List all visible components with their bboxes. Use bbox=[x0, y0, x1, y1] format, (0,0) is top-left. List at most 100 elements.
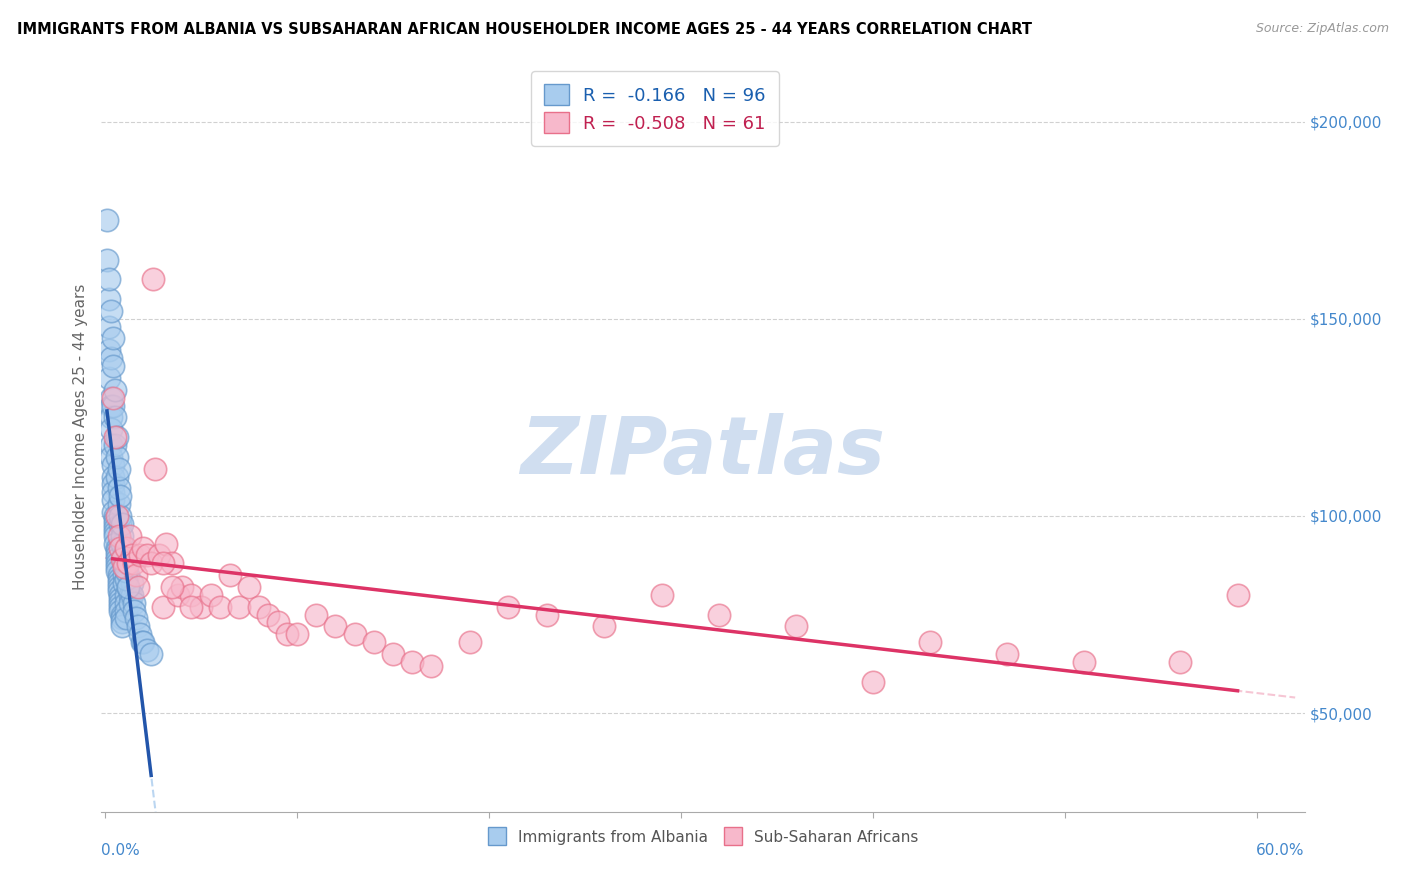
Point bbox=[110, 516, 132, 531]
Point bbox=[105, 560, 128, 574]
Point bbox=[104, 383, 127, 397]
Point bbox=[110, 489, 132, 503]
Point bbox=[115, 604, 138, 618]
Point bbox=[105, 508, 128, 523]
Point bbox=[105, 430, 128, 444]
Point bbox=[131, 635, 153, 649]
Point bbox=[128, 549, 150, 563]
Point bbox=[170, 580, 193, 594]
Point bbox=[115, 572, 138, 586]
Point bbox=[104, 438, 127, 452]
Point bbox=[104, 513, 127, 527]
Point bbox=[200, 588, 222, 602]
Text: Source: ZipAtlas.com: Source: ZipAtlas.com bbox=[1256, 22, 1389, 36]
Point bbox=[117, 568, 139, 582]
Point bbox=[122, 596, 145, 610]
Point bbox=[382, 647, 405, 661]
Point bbox=[121, 576, 143, 591]
Point bbox=[104, 410, 127, 425]
Point bbox=[1073, 655, 1095, 669]
Point bbox=[111, 615, 134, 630]
Point bbox=[285, 627, 308, 641]
Point bbox=[101, 485, 124, 500]
Point bbox=[117, 580, 139, 594]
Point bbox=[107, 576, 129, 591]
Point bbox=[995, 647, 1018, 661]
Point bbox=[111, 607, 134, 622]
Point bbox=[105, 564, 128, 578]
Point bbox=[117, 556, 139, 570]
Point bbox=[101, 493, 124, 508]
Point bbox=[110, 599, 132, 614]
Point bbox=[97, 343, 120, 358]
Point bbox=[155, 536, 177, 550]
Text: ZIPatlas: ZIPatlas bbox=[520, 413, 886, 491]
Point bbox=[115, 541, 138, 555]
Point bbox=[105, 544, 128, 558]
Point bbox=[122, 556, 145, 570]
Point bbox=[115, 588, 138, 602]
Point bbox=[101, 399, 124, 413]
Point bbox=[107, 572, 129, 586]
Point bbox=[121, 588, 143, 602]
Point bbox=[785, 619, 807, 633]
Point bbox=[1168, 655, 1191, 669]
Point bbox=[167, 588, 190, 602]
Point bbox=[100, 438, 122, 452]
Point bbox=[111, 552, 134, 566]
Point bbox=[862, 674, 884, 689]
Text: 60.0%: 60.0% bbox=[1257, 843, 1305, 858]
Point bbox=[117, 556, 139, 570]
Point bbox=[101, 505, 124, 519]
Point bbox=[363, 635, 385, 649]
Point bbox=[142, 272, 165, 286]
Point bbox=[105, 450, 128, 464]
Point bbox=[152, 556, 174, 570]
Point bbox=[101, 477, 124, 491]
Point bbox=[100, 399, 122, 413]
Point bbox=[136, 643, 159, 657]
Point bbox=[118, 529, 141, 543]
Point bbox=[162, 556, 184, 570]
Text: IMMIGRANTS FROM ALBANIA VS SUBSAHARAN AFRICAN HOUSEHOLDER INCOME AGES 25 - 44 YE: IMMIGRANTS FROM ALBANIA VS SUBSAHARAN AF… bbox=[17, 22, 1032, 37]
Legend: Immigrants from Albania, Sub-Saharan Africans: Immigrants from Albania, Sub-Saharan Afr… bbox=[479, 822, 927, 853]
Point bbox=[110, 508, 132, 523]
Point bbox=[136, 549, 159, 563]
Point bbox=[104, 430, 127, 444]
Point bbox=[112, 544, 135, 558]
Point bbox=[111, 536, 134, 550]
Point bbox=[100, 391, 122, 405]
Point bbox=[132, 541, 155, 555]
Point bbox=[110, 596, 132, 610]
Point bbox=[101, 331, 124, 345]
Point bbox=[104, 521, 127, 535]
Point bbox=[139, 647, 162, 661]
Point bbox=[228, 599, 250, 614]
Point bbox=[125, 611, 148, 625]
Point bbox=[325, 619, 347, 633]
Point bbox=[97, 292, 120, 306]
Point bbox=[100, 351, 122, 366]
Point bbox=[105, 469, 128, 483]
Point bbox=[107, 497, 129, 511]
Point bbox=[112, 560, 135, 574]
Point bbox=[118, 596, 141, 610]
Point bbox=[115, 596, 138, 610]
Point bbox=[143, 461, 166, 475]
Point bbox=[105, 556, 128, 570]
Point bbox=[97, 371, 120, 385]
Point bbox=[190, 599, 212, 614]
Point bbox=[218, 568, 240, 582]
Point bbox=[238, 580, 260, 594]
Point bbox=[496, 599, 519, 614]
Point bbox=[96, 213, 118, 227]
Point bbox=[104, 516, 127, 531]
Point bbox=[110, 588, 132, 602]
Point bbox=[107, 529, 129, 543]
Point bbox=[97, 272, 120, 286]
Point bbox=[536, 607, 558, 622]
Point bbox=[139, 556, 162, 570]
Point bbox=[1226, 588, 1249, 602]
Point bbox=[112, 576, 135, 591]
Point bbox=[111, 611, 134, 625]
